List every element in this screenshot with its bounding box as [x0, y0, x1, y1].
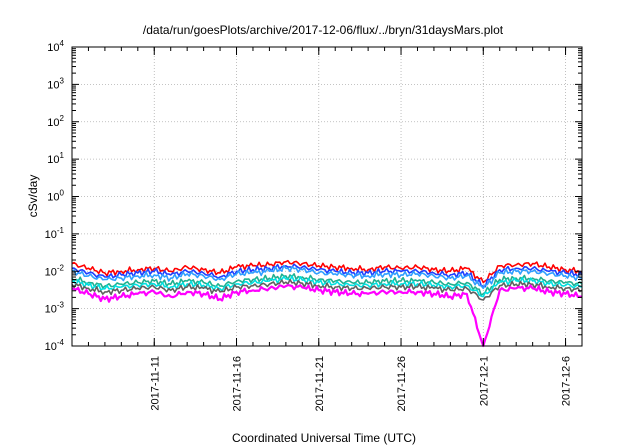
y-tick-label: 10-2	[45, 263, 65, 278]
x-tick-label: 2017-11-11	[149, 356, 161, 411]
y-tick-label: 10-1	[45, 226, 65, 241]
series-line	[71, 259, 583, 284]
y-axis-label: cSv/day	[26, 175, 40, 218]
y-tick-label: 101	[47, 151, 64, 166]
y-tick-label: 100	[47, 189, 64, 204]
x-tick-label: 2017-12-6	[561, 356, 573, 406]
y-tick-label: 103	[47, 76, 64, 91]
y-tick-label: 10-3	[45, 301, 65, 316]
y-tick-label: 102	[47, 114, 64, 129]
y-tick-label: 10-4	[45, 338, 65, 353]
x-tick-label: 2017-11-26	[396, 356, 408, 411]
y-tick-label: 104	[47, 39, 64, 54]
chart-title: /data/run/goesPlots/archive/2017-12-06/f…	[143, 23, 504, 37]
x-axis-ticks: 2017-11-11 2017-11-16 2017-11-21 2017-11-26…	[87, 47, 573, 411]
x-axis-label: Coordinated Universal Time (UTC)	[232, 431, 416, 445]
x-tick-label: 2017-12-1	[478, 356, 490, 406]
series-line	[71, 278, 583, 301]
x-tick-label: 2017-11-21	[314, 356, 326, 411]
x-tick-label: 2017-11-16	[232, 356, 244, 411]
grid-lines	[72, 47, 582, 346]
series-group	[71, 259, 583, 348]
series-line	[71, 264, 583, 290]
series-line	[71, 284, 582, 348]
series-line	[71, 273, 583, 296]
y-axis-ticks: 10-4 10-3 10-2 10-1 100 101 102 103 104	[45, 39, 582, 353]
